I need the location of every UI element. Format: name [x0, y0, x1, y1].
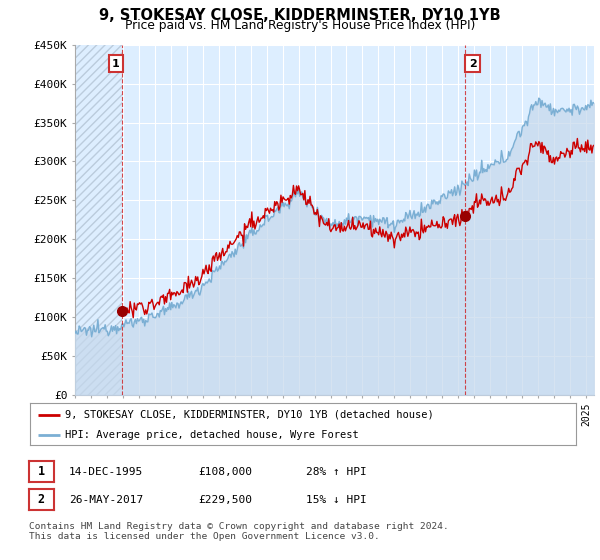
Text: 1: 1: [112, 59, 120, 69]
Text: 28% ↑ HPI: 28% ↑ HPI: [306, 466, 367, 477]
Text: 15% ↓ HPI: 15% ↓ HPI: [306, 494, 367, 505]
Text: HPI: Average price, detached house, Wyre Forest: HPI: Average price, detached house, Wyre…: [65, 430, 359, 440]
Text: 2: 2: [469, 59, 476, 69]
Text: 1: 1: [38, 465, 45, 478]
Text: Price paid vs. HM Land Registry's House Price Index (HPI): Price paid vs. HM Land Registry's House …: [125, 19, 475, 32]
Text: Contains HM Land Registry data © Crown copyright and database right 2024.
This d: Contains HM Land Registry data © Crown c…: [29, 522, 449, 542]
Text: £108,000: £108,000: [198, 466, 252, 477]
Text: £229,500: £229,500: [198, 494, 252, 505]
Text: 2: 2: [38, 493, 45, 506]
Text: 26-MAY-2017: 26-MAY-2017: [69, 494, 143, 505]
Text: 9, STOKESAY CLOSE, KIDDERMINSTER, DY10 1YB (detached house): 9, STOKESAY CLOSE, KIDDERMINSTER, DY10 1…: [65, 410, 434, 420]
Text: 14-DEC-1995: 14-DEC-1995: [69, 466, 143, 477]
Text: 9, STOKESAY CLOSE, KIDDERMINSTER, DY10 1YB: 9, STOKESAY CLOSE, KIDDERMINSTER, DY10 1…: [99, 8, 501, 24]
